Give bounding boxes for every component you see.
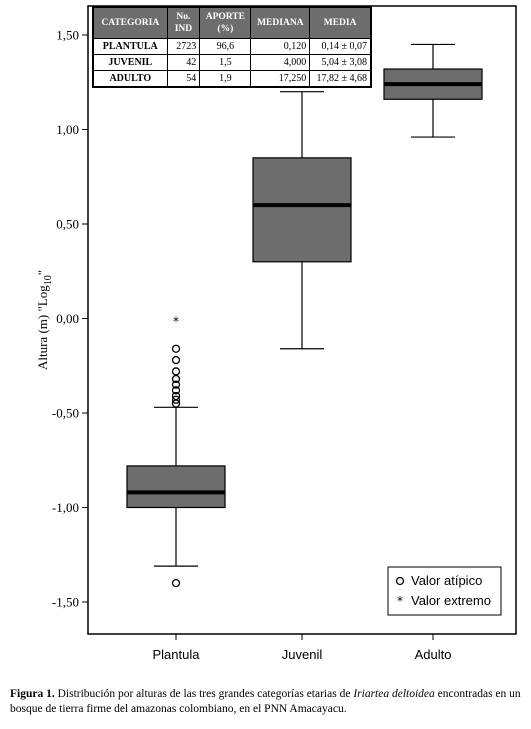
y-tick-label: -1,00 bbox=[52, 500, 79, 515]
caption-text-after: encontradas en un bosque de tierra firme… bbox=[10, 688, 521, 715]
y-tick-label: -1,50 bbox=[52, 595, 79, 610]
x-axis: Plantula Juvenil Adulto bbox=[153, 634, 452, 662]
outlier-point bbox=[171, 355, 181, 365]
outlier-point bbox=[171, 380, 181, 389]
table-cell-n: 2723 bbox=[166, 38, 201, 55]
box-plantula: * bbox=[126, 315, 226, 588]
y-tick-label: 1,00 bbox=[56, 122, 79, 137]
outlier-point bbox=[171, 386, 181, 395]
y-axis: 1,50 1,00 0,50 0,00 -0,50 -1,00 -1,50 bbox=[52, 28, 88, 610]
x-category-label: Plantula bbox=[153, 647, 201, 662]
table-cell-media: 0,14 ± 0,07 bbox=[309, 38, 372, 55]
legend-outlier-label: Valor atípico bbox=[411, 573, 482, 588]
outlier-point bbox=[171, 391, 181, 401]
table-cell-aporte: 1,5 bbox=[199, 54, 252, 71]
table-cell-aporte: 1,9 bbox=[199, 70, 252, 88]
table-header-aporte: APORTE (%) bbox=[199, 6, 252, 39]
extreme-point: * bbox=[173, 315, 179, 329]
outlier-point bbox=[171, 344, 181, 353]
x-category-label: Adulto bbox=[415, 647, 452, 662]
table-cell-media: 5,04 ± 3,08 bbox=[309, 54, 372, 71]
x-category-label: Juvenil bbox=[282, 647, 323, 662]
table-row: JUVENIL 42 1,5 4,000 5,04 ± 3,08 bbox=[92, 54, 372, 71]
y-tick-label: 0,50 bbox=[56, 217, 79, 232]
box-juvenil bbox=[252, 91, 352, 350]
legend-box bbox=[387, 566, 502, 616]
table-header-row: CATEGORIA No. IND APORTE (%) MEDIANA MEDIA bbox=[92, 6, 372, 39]
table-header-media: MEDIA bbox=[309, 6, 372, 39]
y-tick-label: 0,00 bbox=[56, 311, 79, 326]
table-cell-mediana: 17,250 bbox=[250, 70, 311, 88]
table-header-categoria: CATEGORIA bbox=[92, 6, 168, 39]
legend-outlier-symbol bbox=[395, 576, 405, 586]
legend-extreme-symbol: * bbox=[397, 594, 403, 608]
figure-caption: Figura 1. Distribución por alturas de la… bbox=[10, 687, 525, 717]
iqr-box bbox=[252, 157, 352, 263]
y-tick-label: -0,50 bbox=[52, 406, 79, 421]
outlier-point bbox=[171, 395, 181, 404]
table-header-n: No. IND bbox=[166, 6, 201, 39]
y-axis-label: Altura (m) "Log10" bbox=[35, 270, 54, 370]
caption-text-before: Distribución por alturas de las tres gra… bbox=[54, 688, 354, 700]
y-axis-label-main: Altura (m) "Log bbox=[35, 285, 50, 370]
table-row: PLANTULA 2723 96,6 0,120 0,14 ± 0,07 bbox=[92, 38, 372, 55]
table-cell-n: 54 bbox=[166, 70, 201, 88]
outlier-point bbox=[171, 367, 181, 376]
table-cell-aporte: 96,6 bbox=[199, 38, 252, 55]
table-cell-categoria: ADULTO bbox=[92, 70, 168, 88]
table-cell-media: 17,82 ± 4,68 bbox=[309, 70, 372, 88]
table-cell-mediana: 0,120 bbox=[250, 38, 311, 55]
table-cell-n: 42 bbox=[166, 54, 201, 71]
table-cell-mediana: 4,000 bbox=[250, 54, 311, 71]
legend-extreme-label: Valor extremo bbox=[411, 593, 491, 608]
table-cell-categoria: PLANTULA bbox=[92, 38, 168, 55]
iqr-box bbox=[126, 465, 226, 509]
y-axis-label-end: " bbox=[35, 270, 50, 275]
caption-species: Iriartea deltoidea bbox=[353, 688, 435, 700]
table-cell-categoria: JUVENIL bbox=[92, 54, 168, 71]
box-adulto bbox=[383, 43, 483, 138]
table-row: ADULTO 54 1,9 17,250 17,82 ± 4,68 bbox=[92, 70, 372, 88]
caption-label: Figura 1. bbox=[10, 688, 55, 700]
outlier-point bbox=[171, 578, 181, 588]
y-axis-label-sub: 10 bbox=[43, 275, 54, 285]
y-tick-label: 1,50 bbox=[56, 28, 79, 43]
legend: Valor atípico * Valor extremo bbox=[387, 566, 502, 616]
boxes-group: * bbox=[126, 43, 483, 588]
summary-table: CATEGORIA No. IND APORTE (%) MEDIANA MEDIA… bbox=[92, 6, 372, 88]
table-header-mediana: MEDIANA bbox=[250, 6, 311, 39]
